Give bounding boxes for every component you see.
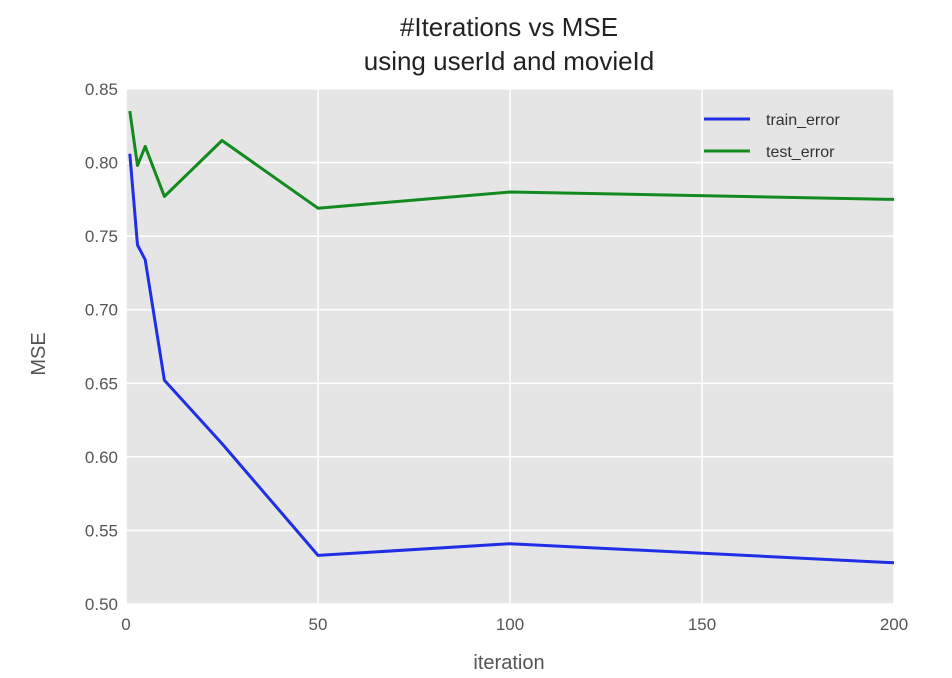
chart-title-line-1: #Iterations vs MSE bbox=[400, 12, 618, 42]
x-tick-label: 50 bbox=[309, 615, 328, 634]
series-lines bbox=[128, 110, 895, 565]
y-tick-labels: 0.50 0.55 0.60 0.65 0.70 0.75 0.80 0.85 bbox=[85, 80, 118, 614]
series-line-train-error bbox=[128, 153, 895, 565]
x-tick-label: 0 bbox=[121, 615, 130, 634]
x-tick-label: 100 bbox=[496, 615, 524, 634]
y-tick-label: 0.55 bbox=[85, 521, 118, 540]
x-tick-label: 200 bbox=[880, 615, 908, 634]
series-line-test-error bbox=[128, 110, 895, 210]
y-tick-label: 0.60 bbox=[85, 448, 118, 467]
x-axis-label: iteration bbox=[473, 652, 544, 674]
y-tick-label: 0.85 bbox=[85, 80, 118, 99]
legend-label: train_error bbox=[766, 112, 840, 129]
x-tick-labels: 0 50 100 150 200 bbox=[121, 615, 908, 634]
y-tick-label: 0.80 bbox=[85, 154, 118, 173]
y-tick-label: 0.65 bbox=[85, 374, 118, 393]
y-tick-label: 0.50 bbox=[85, 595, 118, 614]
x-tick-label: 150 bbox=[688, 615, 716, 634]
grid-lines bbox=[125, 88, 895, 605]
y-axis-label: MSE bbox=[28, 332, 50, 375]
y-tick-label: 0.70 bbox=[85, 301, 118, 320]
legend: train_error test_error bbox=[704, 112, 840, 161]
y-tick-label: 0.75 bbox=[85, 227, 118, 246]
chart-title-line-2: using userId and movieId bbox=[364, 46, 655, 76]
legend-label: test_error bbox=[766, 144, 835, 161]
